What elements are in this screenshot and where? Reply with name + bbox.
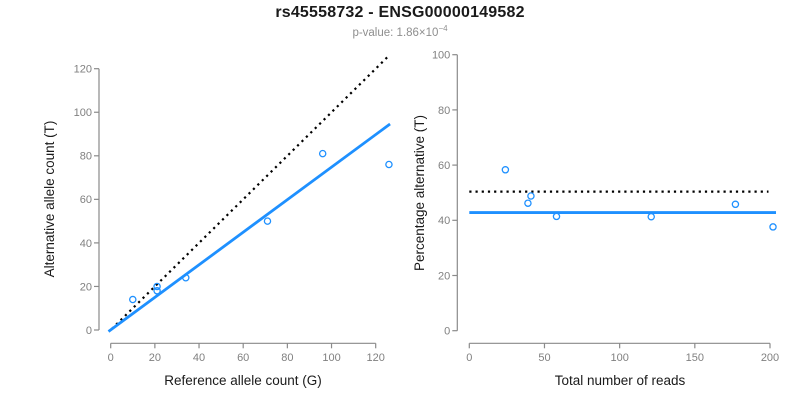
x-tick-label: 200 — [761, 352, 779, 364]
data-point — [769, 223, 777, 231]
x-tick-label: 100 — [610, 352, 628, 364]
data-point — [129, 295, 137, 304]
plots-row: 0 20 40 60 80 100 120 0 20 40 60 80 100 120 Reference … — [0, 40, 800, 400]
data-point — [153, 287, 161, 295]
x-tick-label: 150 — [686, 352, 704, 364]
y-tick-label: 100 — [74, 107, 92, 119]
data-point — [153, 282, 161, 291]
x-tick-label: 40 — [193, 352, 205, 364]
data-point — [385, 160, 393, 169]
page-subtitle: p-value: 1.86×10−4 — [0, 24, 800, 39]
x-axis-title: Total number of reads — [555, 373, 686, 388]
pvalue-text: p-value: 1.86×10 — [352, 26, 439, 39]
x-tick-label: 50 — [538, 352, 550, 364]
y-tick-label: 0 — [86, 325, 92, 337]
x-tick-label: 0 — [108, 352, 114, 364]
data-point — [182, 273, 190, 282]
pvalue-exponent: −4 — [438, 24, 448, 33]
data-point — [263, 217, 272, 225]
data-point — [318, 149, 327, 158]
x-tick-label: 100 — [322, 352, 340, 364]
right-chart: 0 20 40 60 80 100 0 50 100 150 200 Total number of … — [412, 50, 779, 388]
fit-line — [107, 122, 391, 333]
x-tick-label: 0 — [466, 352, 472, 364]
data-point — [501, 166, 510, 174]
y-tick-label: 40 — [80, 238, 92, 250]
x-tick-label: 20 — [149, 352, 161, 364]
y-tick-label: 40 — [438, 215, 450, 227]
identity-line — [111, 54, 390, 330]
data-point — [524, 199, 532, 207]
x-tick-label: 120 — [367, 352, 385, 364]
data-point — [647, 212, 655, 221]
y-tick-label: 20 — [438, 270, 450, 282]
data-point — [731, 200, 740, 209]
x-axis-title: Reference allele count (G) — [164, 373, 322, 388]
y-axis-title: Percentage alternative (T) — [412, 115, 427, 271]
y-tick-label: 60 — [438, 160, 450, 172]
y-tick-label: 100 — [432, 50, 450, 62]
y-tick-label: 120 — [74, 64, 92, 76]
x-tick-label: 60 — [237, 352, 249, 364]
left-chart: 0 20 40 60 80 100 120 0 20 40 60 80 100 120 Reference … — [42, 54, 393, 388]
y-tick-label: 80 — [438, 105, 450, 117]
y-axis-title: Alternative allele count (T) — [42, 121, 57, 278]
y-tick-label: 0 — [444, 326, 450, 338]
data-point — [552, 212, 561, 221]
page-title: rs45558732 - ENSG00000149582 — [275, 4, 525, 21]
y-tick-label: 20 — [80, 281, 92, 293]
y-tick-label: 80 — [80, 151, 92, 163]
x-tick-label: 80 — [281, 352, 293, 364]
data-point — [527, 192, 535, 200]
y-tick-label: 60 — [80, 194, 92, 206]
